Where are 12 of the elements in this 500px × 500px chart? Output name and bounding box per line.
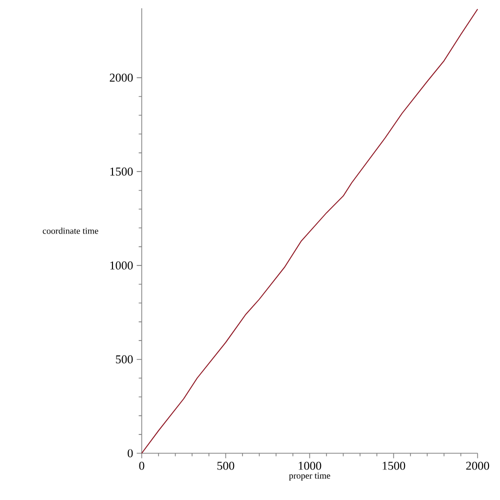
y-tick-label: 2000 <box>110 74 133 82</box>
y-tick-label: 1500 <box>110 168 133 176</box>
x-tick-label: 2000 <box>466 462 490 470</box>
y-tick-label: 0 <box>128 449 133 458</box>
x-tick-label: 500 <box>217 462 234 470</box>
x-tick-label: 0 <box>139 462 144 470</box>
x-axis-title: proper time <box>289 472 330 480</box>
x-tick-label: 1000 <box>298 462 322 470</box>
y-axis-title: coordinate time <box>42 228 98 234</box>
y-tick-label: 1000 <box>110 261 133 270</box>
y-tick-label: 500 <box>116 355 133 364</box>
x-tick-label: 1500 <box>382 462 406 470</box>
